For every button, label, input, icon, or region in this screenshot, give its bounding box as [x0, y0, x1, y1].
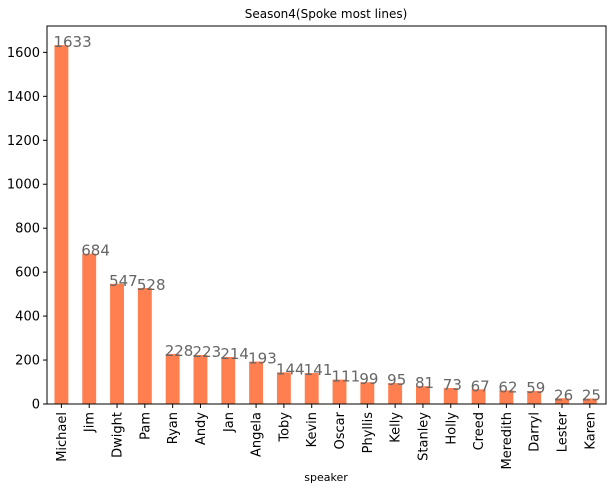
bar	[276, 372, 291, 404]
y-tick-label: 400	[15, 310, 40, 325]
y-tick-label: 600	[15, 266, 40, 281]
bar	[54, 45, 69, 405]
bar	[193, 354, 208, 404]
bar	[443, 387, 458, 404]
data-label: 95	[387, 371, 406, 389]
y-tick-label: 1200	[7, 134, 40, 149]
data-label: 228	[165, 342, 194, 360]
plot-frame	[46, 25, 607, 405]
data-label: 25	[582, 387, 601, 405]
bar	[415, 386, 430, 404]
bar	[221, 356, 236, 404]
y-tick-label: 200	[15, 354, 40, 369]
x-tick-label: Meredith	[500, 412, 515, 469]
bar	[82, 253, 97, 404]
x-tick-label: Karen	[583, 412, 598, 450]
bar	[471, 389, 486, 404]
data-label: 528	[137, 276, 166, 294]
x-tick-label: Jan	[222, 412, 237, 433]
data-label: 67	[471, 377, 490, 395]
x-tick-label: Andy	[194, 412, 209, 445]
x-tick-label: Stanley	[416, 412, 431, 461]
x-tick-label: Dwight	[111, 412, 126, 458]
x-tick-label: Ryan	[166, 412, 181, 444]
bar	[165, 353, 180, 404]
y-tick-label: 1400	[7, 90, 40, 105]
data-label: 73	[443, 376, 462, 394]
x-tick-label: Holly	[444, 412, 459, 445]
bar	[332, 379, 347, 404]
data-label: 144	[276, 360, 305, 378]
data-label: 81	[415, 374, 434, 392]
data-label: 26	[554, 386, 573, 404]
y-tick-label: 1000	[7, 178, 40, 193]
bar	[304, 373, 319, 404]
bar	[582, 398, 597, 404]
data-label: 62	[498, 378, 517, 396]
data-label: 99	[359, 370, 378, 388]
x-tick-label: Kevin	[305, 412, 320, 447]
x-axis-label: speaker	[304, 471, 348, 484]
x-tick-label: Darryl	[528, 412, 543, 452]
data-label: 1633	[53, 33, 91, 51]
data-label: 141	[304, 361, 333, 379]
bars-group	[54, 45, 597, 405]
x-tick-label: Oscar	[333, 411, 348, 449]
chart-title: Season4(Spoke most lines)	[245, 7, 408, 21]
x-tick-labels: Michael Jim Dwight Pam Ryan Andy Jan Angela Toby…	[55, 404, 598, 469]
bar	[388, 383, 403, 404]
x-tick-label: Phyllis	[361, 412, 376, 454]
bar	[137, 287, 152, 404]
data-label: 547	[109, 272, 138, 290]
x-tick-label: Angela	[250, 412, 265, 457]
y-tick-labels: 0 200 400 600 800 1000 1200 1400 1600	[7, 46, 47, 413]
y-tick-label: 800	[15, 222, 40, 237]
bar	[110, 283, 124, 404]
x-tick-label: Toby	[277, 412, 292, 443]
x-tick-label: Michael	[55, 412, 70, 462]
x-tick-label: Pam	[138, 412, 153, 440]
y-tick-label: 1600	[7, 46, 40, 61]
bar	[527, 391, 542, 404]
data-label: 684	[81, 242, 110, 260]
data-label: 59	[526, 379, 545, 397]
data-label: 214	[220, 345, 249, 363]
y-tick-label: 0	[32, 398, 40, 413]
bar	[499, 390, 514, 404]
data-label: 223	[193, 343, 222, 361]
x-tick-label: Lester	[556, 411, 571, 452]
bar	[360, 382, 375, 404]
data-label: 111	[332, 368, 361, 386]
bar	[249, 361, 264, 404]
data-label: 193	[248, 350, 277, 368]
x-tick-label: Kelly	[389, 412, 404, 443]
x-tick-label: Creed	[472, 412, 487, 450]
x-tick-label: Jim	[83, 412, 98, 433]
bar	[555, 398, 569, 404]
